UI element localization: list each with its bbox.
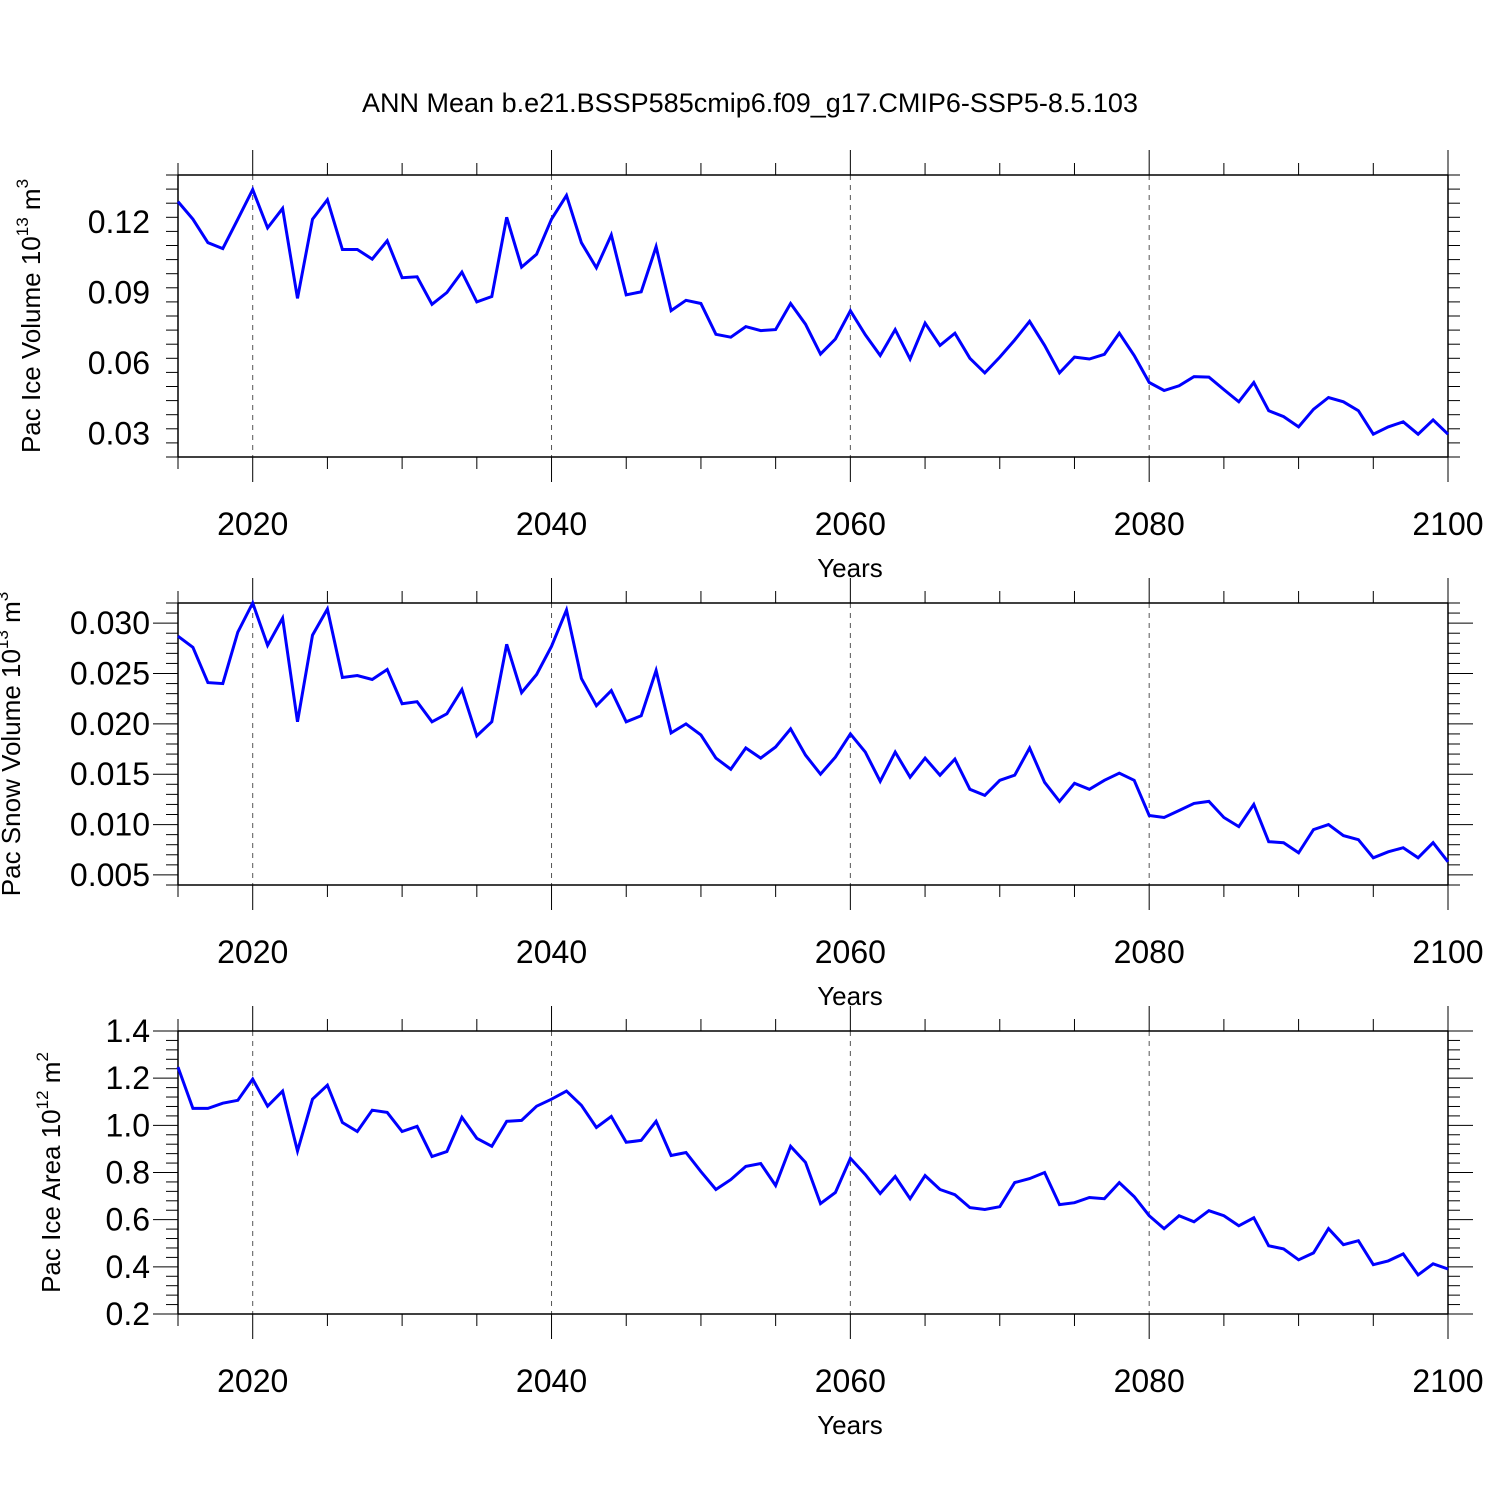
ice-area-ylabel-unit: m (36, 1062, 66, 1091)
snow-volume-ytick-label-0.020: 0.020 (70, 706, 150, 742)
snow-volume-ytick-label-0.015: 0.015 (70, 756, 150, 792)
snow-volume-grid (252, 603, 1150, 885)
ice-volume-xtick-label-2080: 2080 (1114, 506, 1185, 542)
ice-area-xtick-label-2080: 2080 (1114, 1363, 1185, 1399)
ice-volume-xtick-label-2020: 2020 (217, 506, 288, 542)
ice-area-xtick-label-2040: 2040 (516, 1363, 587, 1399)
snow-volume-ytick-label-0.010: 0.010 (70, 807, 150, 843)
snow-volume-ytick-label-0.030: 0.030 (70, 605, 150, 641)
snow-volume-ytick-label-0.025: 0.025 (70, 656, 150, 692)
ice-volume-xtick-label-2060: 2060 (815, 506, 886, 542)
ice-area-ytick-label-0.6: 0.6 (106, 1202, 150, 1238)
snow-volume-y-axis-label: Pac Snow Volume 1013 m3 (0, 592, 26, 896)
ice-volume-ytick-label-0.12: 0.12 (88, 204, 150, 240)
snow-volume-ylabel-unit: m (0, 601, 26, 630)
snow-volume-xtick-label-2060: 2060 (815, 934, 886, 970)
ice-area-ytick-label-0.4: 0.4 (106, 1249, 150, 1285)
snow-volume-series-line (177, 599, 1450, 863)
snow-volume-ytick-label-0.005: 0.005 (70, 857, 150, 893)
ice-volume-grid (252, 175, 1150, 457)
snow-volume-frame (177, 602, 1449, 886)
ice-area-ylabel-base: Pac Ice Area 10 (36, 1109, 66, 1293)
ice-area-ylabel-unit-exp: 2 (33, 1052, 52, 1061)
ice-volume-ylabel-unit-exp: 3 (13, 179, 32, 188)
ice-area-xtick-label-2020: 2020 (217, 1363, 288, 1399)
ice-area-xtick-label-2060: 2060 (815, 1363, 886, 1399)
ice-volume-ticks (166, 150, 1460, 482)
snow-volume-xtick-label-2100: 2100 (1412, 934, 1483, 970)
snow-volume-ylabel-exp: 13 (0, 630, 12, 649)
snow-volume-ticks (153, 578, 1473, 910)
ice-volume-panel: 0.030.060.090.12 2020 2040 2060 2080 2100 Ye… (13, 150, 1484, 583)
snow-volume-y-tick-labels: 0.005 0.010 0.015 0.020 0.025 0.030 (70, 605, 150, 893)
ice-area-panel: 0.20.40.60.81.01.21.4 2020 2040 2060 2080 21… (33, 1006, 1484, 1440)
ice-volume-ytick-label-0.03: 0.03 (88, 416, 150, 452)
snow-volume-xtick-label-2020: 2020 (217, 934, 288, 970)
snow-volume-ylabel-base: Pac Snow Volume 10 (0, 649, 26, 896)
ice-area-ytick-label-0.2: 0.2 (106, 1296, 150, 1332)
ice-volume-y-tick-labels: 0.03 0.06 0.09 0.12 (88, 204, 150, 452)
ice-area-ytick-label-0.8: 0.8 (106, 1155, 150, 1191)
ice-volume-xtick-label-2040: 2040 (516, 506, 587, 542)
ice-volume-xtick-label-2100: 2100 (1412, 506, 1483, 542)
ice-area-grid (252, 1031, 1150, 1314)
ice-volume-y-axis-label: Pac Ice Volume 1013 m3 (13, 179, 46, 453)
ice-volume-ylabel-exp: 13 (13, 217, 32, 236)
snow-volume-xtick-label-2040: 2040 (516, 934, 587, 970)
ice-volume-series-line (176, 185, 1450, 437)
ice-area-ylabel-exp: 12 (33, 1090, 52, 1109)
ice-area-frame (177, 1030, 1449, 1315)
ice-volume-ylabel-base: Pac Ice Volume 10 (16, 236, 46, 453)
ice-area-x-axis-label: Years (817, 1410, 883, 1440)
ice-area-y-tick-labels: 0.2 0.4 0.6 0.8 1.0 1.2 1.4 (106, 1013, 150, 1332)
ice-volume-frame (177, 174, 1449, 458)
ice-volume-ytick-label-0.09: 0.09 (88, 275, 150, 311)
ice-volume-ytick-label-0.06: 0.06 (88, 345, 150, 381)
ice-area-ytick-label-1.0: 1.0 (106, 1107, 150, 1143)
ice-area-x-tick-labels: 2020 2040 2060 2080 2100 (217, 1363, 1483, 1399)
snow-volume-xtick-label-2080: 2080 (1114, 934, 1185, 970)
ice-area-ytick-label-1.4: 1.4 (106, 1013, 150, 1049)
snow-volume-x-tick-labels: 2020 2040 2060 2080 2100 (217, 934, 1483, 970)
ice-area-ticks (153, 1006, 1473, 1339)
snow-volume-ylabel-unit-exp: 3 (0, 592, 12, 601)
figure-title: ANN Mean b.e21.BSSP585cmip6.f09_g17.CMIP… (362, 88, 1138, 118)
ice-area-ytick-label-1.2: 1.2 (106, 1060, 150, 1096)
ice-volume-ylabel-unit: m (16, 188, 46, 217)
ice-area-y-axis-label: Pac Ice Area 1012 m2 (33, 1052, 66, 1293)
ice-area-series-line (176, 1066, 1449, 1278)
ice-area-xtick-label-2100: 2100 (1412, 1363, 1483, 1399)
ice-volume-x-tick-labels: 2020 2040 2060 2080 2100 (217, 506, 1483, 542)
